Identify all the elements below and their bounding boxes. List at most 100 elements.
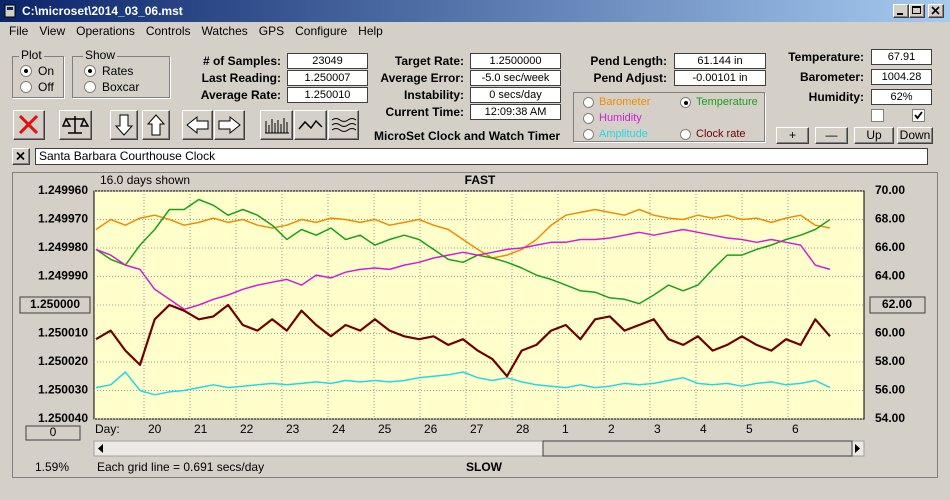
menu-item[interactable]: File <box>9 24 29 38</box>
title-bar: C:\microset\2014_03_06.mst <box>0 0 950 22</box>
menu-item[interactable]: Configure <box>295 24 348 38</box>
x-tick-label: 21 <box>194 422 208 436</box>
radio-button[interactable] <box>84 65 96 77</box>
field-value: 1.2500000 <box>470 53 561 69</box>
y-tick-label: 1.249970 <box>38 212 88 226</box>
series-line <box>95 208 831 259</box>
field-label: Pend Adjust: <box>593 71 667 85</box>
field-label: # of Samples: <box>202 54 281 68</box>
radio-label: Off <box>38 80 54 94</box>
group-label: Show <box>83 48 118 62</box>
wave-button[interactable] <box>294 110 327 140</box>
balance-button[interactable] <box>59 110 92 140</box>
offset-button[interactable] <box>25 425 81 441</box>
app-icon <box>4 4 16 18</box>
radio-button[interactable] <box>20 65 32 77</box>
bars-button[interactable] <box>260 110 293 140</box>
offset-button-label: 0 <box>50 425 57 439</box>
days-shown: 16.0 days shown <box>100 173 190 187</box>
clear-name-button[interactable] <box>12 148 30 165</box>
radio-label: Boxcar <box>102 80 140 94</box>
radio-label: Rates <box>102 64 134 78</box>
x-tick-label: 6 <box>792 422 799 436</box>
y-tick-label: 1.250010 <box>38 326 88 340</box>
right-button[interactable] <box>214 110 245 140</box>
legend-label: Humidity <box>599 112 642 124</box>
y-tick-label: 1.249960 <box>38 183 88 197</box>
y-tick-label: 1.250000 <box>30 297 80 311</box>
adjust-button[interactable]: Down <box>897 127 933 144</box>
x-tick-label: 23 <box>286 422 300 436</box>
field-label: Average Error: <box>380 71 464 85</box>
radio-button[interactable] <box>84 81 96 93</box>
waves-button[interactable] <box>328 110 359 140</box>
menu-item[interactable]: Controls <box>145 24 191 38</box>
field-value: 1.250007 <box>287 70 368 86</box>
series-line <box>95 198 831 305</box>
app-name: MicroSet Clock and Watch Timer <box>374 129 561 143</box>
y2-tick-label: 62.00 <box>882 297 912 311</box>
x-tick-label: 24 <box>332 422 346 436</box>
field-value: -5.0 sec/week <box>470 70 561 86</box>
menu-item[interactable]: Help <box>358 24 383 38</box>
sensor-group <box>573 92 765 142</box>
radio-button[interactable] <box>583 97 594 108</box>
field-value: 23049 <box>287 53 368 69</box>
checkbox[interactable] <box>912 109 925 122</box>
y-tick-label: 1.249990 <box>38 269 88 283</box>
series-line <box>95 303 831 378</box>
maximize-button[interactable] <box>909 4 925 18</box>
checkbox[interactable] <box>871 109 884 122</box>
radio-button[interactable] <box>583 129 594 140</box>
adjust-button[interactable]: — <box>815 127 848 144</box>
scroll-arrow[interactable] <box>98 444 103 453</box>
x-tick-label: 4 <box>700 422 707 436</box>
field-value: -0.00101 in <box>674 70 766 86</box>
close-button[interactable] <box>928 4 944 18</box>
up-button[interactable] <box>142 110 170 140</box>
y2-tick-label: 58.00 <box>875 354 905 368</box>
radio-button[interactable] <box>680 129 691 140</box>
reference-button[interactable] <box>19 296 91 314</box>
field-label: Instability: <box>403 88 464 102</box>
legend-label: Temperature <box>696 96 758 108</box>
down-button[interactable] <box>110 110 138 140</box>
radio-label: On <box>38 64 55 78</box>
field-label: Pend Length: <box>590 54 667 68</box>
field-label: Last Reading: <box>201 71 281 85</box>
field-label: Temperature: <box>788 50 864 64</box>
minimize-button[interactable] <box>893 4 909 18</box>
chart: 1.249960 1.249970 1.249980 1.249990 1.250000… <box>12 172 938 478</box>
radio-button[interactable] <box>20 81 32 93</box>
scroll-thumb[interactable] <box>542 440 853 457</box>
y-tick-label: 1.249980 <box>38 240 88 254</box>
legend-label: Clock rate <box>696 128 746 140</box>
legend-label: Amplitude <box>599 128 648 140</box>
menu-item[interactable]: View <box>39 24 66 38</box>
reference-button[interactable] <box>869 296 926 314</box>
radio-button[interactable] <box>583 113 594 124</box>
field-label: Barometer: <box>799 70 864 84</box>
menu-item[interactable]: GPS <box>258 24 285 38</box>
series-line <box>95 371 831 396</box>
scroll-arrow[interactable] <box>855 444 860 453</box>
y2-tick-label: 60.00 <box>875 326 905 340</box>
slow-label: SLOW <box>466 460 503 474</box>
adjust-button[interactable]: Up <box>854 127 894 144</box>
field-label: Current Time: <box>385 105 464 119</box>
clear-button[interactable] <box>13 110 45 140</box>
radio-button[interactable] <box>680 97 691 108</box>
clock-name-field[interactable]: Santa Barbara Courthouse Clock <box>35 148 928 165</box>
x-tick-label: 27 <box>470 422 484 436</box>
adjust-button[interactable]: + <box>776 127 809 144</box>
menu-item[interactable]: Watches <box>201 24 248 38</box>
group-label: Plot <box>19 48 44 62</box>
left-button[interactable] <box>182 110 213 140</box>
x-tick-label: 28 <box>516 422 530 436</box>
field-value: 67.91 <box>871 49 932 65</box>
menu-item[interactable]: Operations <box>76 24 135 38</box>
grid-note: Each grid line = 0.691 secs/day <box>97 460 264 474</box>
y-tick-label: 1.250030 <box>38 383 88 397</box>
y-tick-label: 1.250020 <box>38 354 88 368</box>
